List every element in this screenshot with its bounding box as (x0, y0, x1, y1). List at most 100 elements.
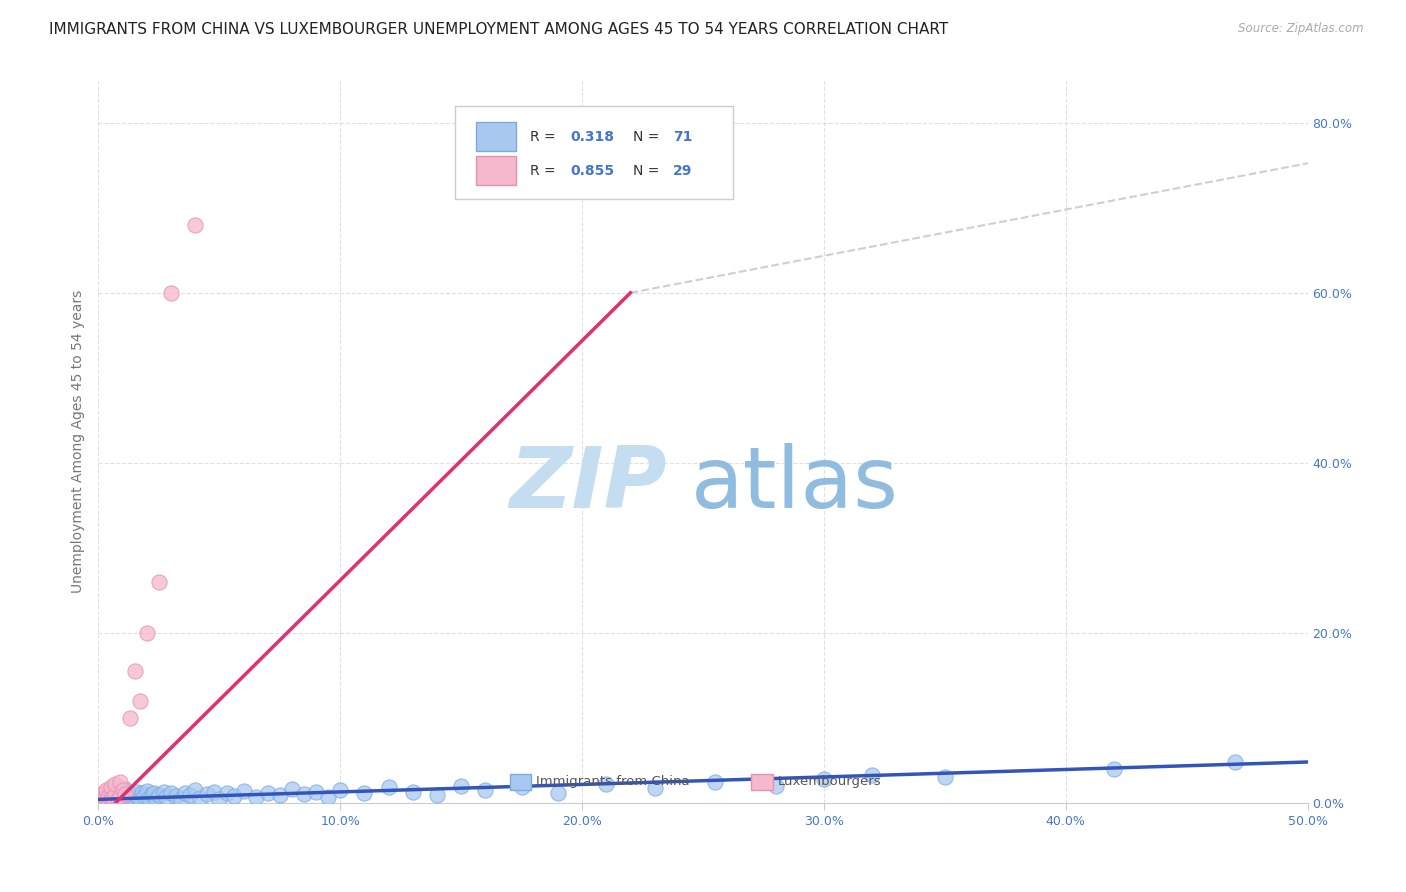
Point (215, 787, 238, 801)
Point (101, 793, 124, 807)
Point (329, 783, 352, 797)
Point (100, 780, 122, 795)
Point (644, 781, 666, 796)
Point (135, 784, 157, 798)
Point (148, 788, 170, 802)
Point (704, 774, 727, 789)
Point (184, 783, 207, 797)
Point (97, 792, 120, 806)
Point (148, 574, 170, 589)
Bar (475, 122, 516, 151)
Point (269, 788, 291, 802)
Text: Luxembourgers: Luxembourgers (778, 775, 882, 789)
Point (91, 786, 114, 800)
Point (765, 779, 787, 793)
Point (94, 787, 117, 801)
Point (97, 789, 120, 803)
Point (94, 783, 117, 797)
Point (107, 787, 129, 801)
Point (402, 785, 425, 799)
Point (108, 789, 131, 803)
Point (179, 788, 201, 802)
Point (450, 779, 472, 793)
Point (305, 785, 328, 799)
Point (127, 785, 149, 799)
Point (595, 777, 617, 791)
Point (316, 789, 339, 804)
Point (91, 794, 114, 808)
Point (111, 790, 134, 805)
Point (222, 789, 245, 803)
Text: R =: R = (530, 129, 560, 144)
Bar (509, 774, 531, 789)
Point (124, 664, 146, 678)
Point (124, 788, 146, 802)
Point (934, 770, 956, 784)
Point (108, 789, 131, 803)
Point (377, 780, 399, 795)
Point (155, 789, 177, 804)
Text: ZIP: ZIP (509, 443, 666, 526)
Point (114, 782, 136, 797)
Point (100, 791, 122, 805)
Point (547, 786, 569, 800)
Point (97, 793, 120, 807)
Point (100, 789, 122, 804)
Point (245, 789, 267, 804)
Text: N =: N = (633, 129, 664, 144)
Point (90, 793, 112, 807)
Point (184, 218, 207, 232)
Point (128, 694, 150, 708)
Point (152, 785, 174, 799)
Point (114, 786, 136, 800)
Bar (751, 774, 773, 789)
Point (143, 786, 166, 800)
Text: Immigrants from China: Immigrants from China (536, 775, 690, 789)
Text: N =: N = (633, 163, 664, 178)
Text: 0.318: 0.318 (569, 129, 614, 144)
Point (1223, 755, 1246, 769)
Point (160, 787, 183, 801)
Point (510, 780, 533, 795)
Point (104, 785, 127, 799)
Text: 0.855: 0.855 (569, 163, 614, 178)
Point (128, 791, 150, 805)
Point (232, 784, 254, 798)
Text: atlas: atlas (690, 443, 898, 526)
Point (111, 783, 134, 797)
Point (174, 786, 197, 800)
Point (91, 789, 114, 803)
Point (104, 787, 127, 801)
Point (204, 785, 226, 799)
Point (256, 786, 278, 800)
Point (100, 783, 122, 797)
Point (138, 790, 160, 805)
Point (121, 789, 143, 804)
Point (813, 772, 835, 786)
Point (134, 789, 156, 803)
Point (860, 768, 883, 782)
Point (101, 789, 124, 804)
Point (118, 787, 141, 801)
Point (118, 711, 141, 725)
Point (195, 787, 218, 801)
Text: 71: 71 (672, 129, 692, 144)
Point (94, 786, 117, 800)
Point (100, 786, 122, 800)
Point (281, 782, 304, 797)
Point (165, 789, 187, 803)
Y-axis label: Unemployment Among Ages 45 to 54 years: Unemployment Among Ages 45 to 54 years (70, 290, 84, 593)
Point (160, 285, 183, 300)
Text: IMMIGRANTS FROM CHINA VS LUXEMBOURGER UNEMPLOYMENT AMONG AGES 45 TO 54 YEARS COR: IMMIGRANTS FROM CHINA VS LUXEMBOURGER UN… (49, 22, 949, 37)
Point (426, 788, 449, 802)
Point (131, 787, 153, 801)
Point (91, 789, 114, 803)
Point (208, 792, 231, 806)
Point (101, 793, 124, 807)
Point (188, 790, 211, 805)
Point (1102, 762, 1125, 776)
Point (107, 791, 129, 805)
Point (474, 783, 496, 797)
Text: Source: ZipAtlas.com: Source: ZipAtlas.com (1239, 22, 1364, 36)
Point (94, 790, 117, 805)
